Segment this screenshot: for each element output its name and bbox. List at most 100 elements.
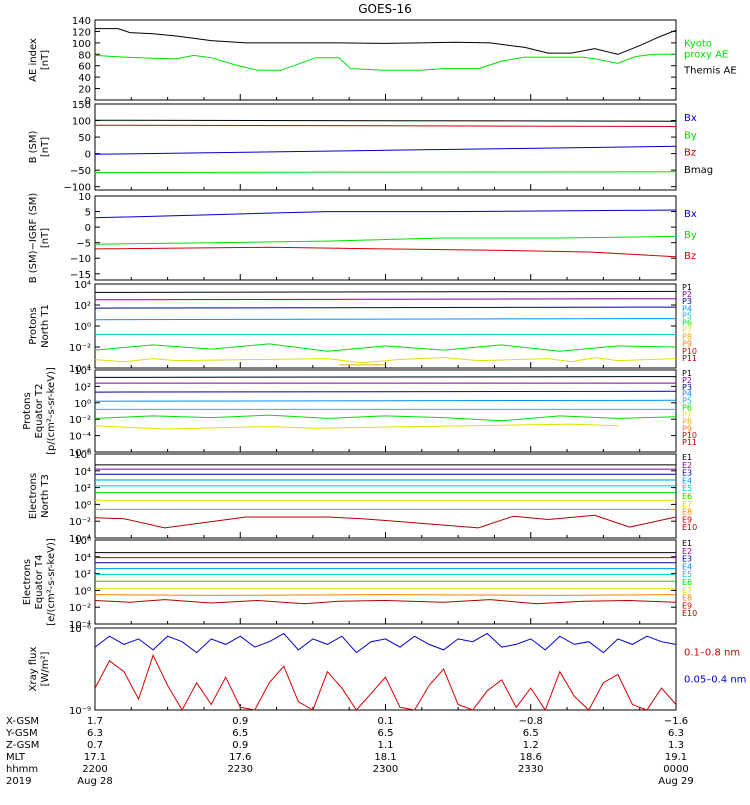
legend-entry-line: Bz — [684, 148, 696, 159]
legend-entry-line: P6 — [682, 318, 692, 327]
y-tick-label: 50 — [78, 133, 91, 144]
y-tick-label: 100 — [72, 117, 91, 128]
legend-entry-line: By — [684, 230, 697, 241]
legend-entry-line: By — [684, 130, 697, 141]
xaxis-value: −1.6 — [664, 716, 688, 727]
legend-entry-line: P8 — [682, 333, 692, 342]
xaxis-value: 0000 — [663, 764, 688, 775]
y-tick-label: 10⁻⁶ — [69, 448, 91, 459]
legend-entry-line: P3 — [682, 297, 692, 306]
y-tick-label: 10⁰ — [74, 586, 91, 597]
legend-entry: Bz — [684, 251, 696, 262]
legend-entry: P4 — [682, 390, 692, 399]
y-tick-label: 10⁻⁴ — [69, 432, 91, 443]
legend-entry-line: proxy AE — [684, 50, 728, 61]
series-line — [94, 356, 677, 364]
panel-ee: 10⁻⁴ 10⁻² 10⁰ 10² 10⁴ 10⁶ ElectronsEquator T4[… — [22, 536, 697, 631]
legend-entry: P8 — [682, 333, 692, 342]
legend-entry: E3 — [682, 469, 692, 478]
xaxis-row-label: MLT — [6, 752, 26, 763]
y-tick-label: 10⁴ — [74, 553, 91, 564]
legend-entry: P11 — [682, 354, 697, 363]
y-tick-label: 0 — [85, 150, 91, 161]
xaxis-value: −0.8 — [519, 716, 543, 727]
series-line — [94, 119, 677, 122]
y-tick-label: 10⁻² — [69, 343, 91, 354]
y-tick-label: 0 — [85, 96, 91, 107]
y-tick-label: 10² — [74, 484, 91, 495]
series-line — [94, 599, 677, 605]
xaxis-value: 1.1 — [378, 740, 394, 751]
chart-title: GOES-16 — [358, 2, 412, 16]
y-axis-label-line: Electrons — [22, 559, 33, 605]
xaxis-row-label: Y-GSM — [5, 728, 38, 739]
legend-entry: E1 — [682, 539, 692, 548]
y-axis-label: B (SM)−IGRF (SM)[nT] — [28, 193, 51, 284]
panel-xray: 10⁻⁹ 10⁻⁶ Xray flux[W/m²] 0.1–0.8 nm 0.05–0.… — [28, 624, 746, 717]
legend-entry: P1 — [682, 283, 692, 292]
y-axis-label-line: AE index — [28, 38, 39, 82]
y-axis-label: AE index[nT] — [28, 38, 51, 82]
xaxis-value: 17.1 — [84, 752, 106, 763]
legend-entry-line: E4 — [682, 476, 692, 485]
y-tick-label: 10⁻² — [69, 415, 91, 426]
y-tick-label: 0 — [85, 223, 91, 234]
y-axis-label: Xray flux[W/m²] — [28, 647, 51, 692]
y-axis-label-line: North T3 — [40, 474, 51, 518]
series-line — [94, 246, 677, 258]
series-line — [94, 209, 677, 219]
y-tick-label: −5 — [76, 239, 91, 250]
legend-entry: E1 — [682, 453, 692, 462]
legend-entry: P9 — [682, 340, 692, 349]
y-tick-label: 10⁰ — [74, 399, 91, 410]
legend-entry: P6 — [682, 318, 692, 327]
legend-entry: E6 — [682, 578, 692, 587]
y-tick-label: 20 — [78, 85, 91, 96]
legend-entry-line: Bmag — [684, 165, 713, 176]
legend-entry: Bx — [684, 209, 697, 220]
legend-entry-line: E4 — [682, 562, 692, 571]
legend-entry-line: E7 — [682, 500, 692, 509]
y-tick-label: 10⁴ — [74, 280, 91, 291]
legend-entry-line: E9 — [682, 601, 692, 610]
xaxis-value: Aug 29 — [658, 776, 693, 787]
xaxis-value: 18.6 — [520, 752, 542, 763]
y-tick-label: 100 — [72, 39, 91, 50]
legend-entry-line: P4 — [682, 390, 692, 399]
xaxis-value: 0.9 — [232, 716, 248, 727]
y-tick-label: 150 — [72, 100, 91, 111]
legend-entry: P2 — [682, 290, 692, 299]
legend-entry: 0.1–0.8 nm — [684, 647, 740, 658]
y-tick-label: 10⁻⁴ — [69, 364, 91, 375]
y-tick-label: −50 — [70, 166, 91, 177]
y-axis-label-line: Electrons — [28, 473, 39, 519]
legend-entry-line: E8 — [682, 594, 692, 603]
legend-entry: P5 — [682, 397, 692, 406]
legend-entry: P7 — [682, 326, 692, 335]
y-tick-label: 140 — [72, 16, 91, 27]
y-tick-label: 10⁰ — [74, 500, 91, 511]
legend-entry: Bx — [684, 113, 697, 124]
xaxis-row-label: Z-GSM — [6, 740, 39, 751]
legend-entry-line: P11 — [682, 438, 697, 447]
legend-entry: P9 — [682, 424, 692, 433]
series-line — [94, 423, 618, 430]
legend-entry-line: P6 — [682, 404, 692, 413]
legend-entry: P5 — [682, 311, 692, 320]
legend-entry-line: Bx — [684, 113, 697, 124]
legend-entry-line: E6 — [682, 492, 692, 501]
series-line — [94, 53, 676, 71]
legend-entry: E7 — [682, 586, 692, 595]
y-tick-label: 10² — [74, 382, 91, 393]
legend-entry: Kyoto proxy AE — [684, 39, 728, 61]
xaxis-value: 6.5 — [378, 728, 394, 739]
y-axis-label-line: [p/(cm²-s-sr-keV)] — [46, 367, 57, 455]
legend-entry-line: 0.05–0.4 nm — [684, 675, 746, 686]
y-tick-label: 10² — [74, 301, 91, 312]
series-line — [94, 235, 677, 245]
xaxis-value: 2330 — [518, 764, 543, 775]
